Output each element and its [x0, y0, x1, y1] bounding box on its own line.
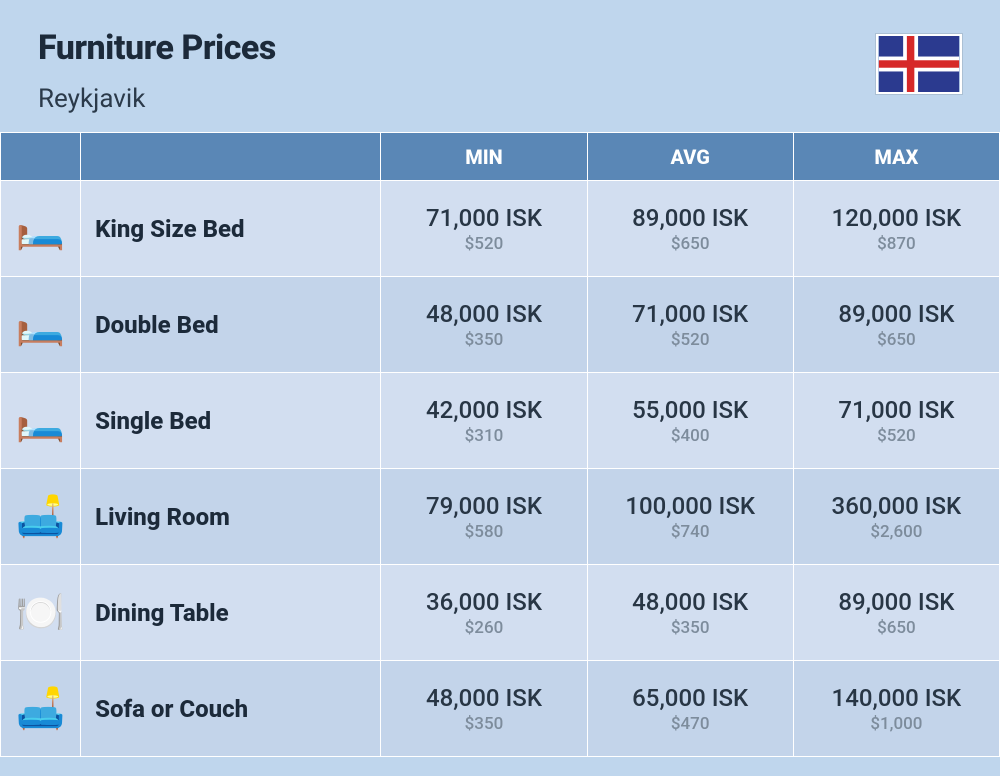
avg-isk: 48,000 ISK: [596, 588, 785, 616]
min-isk: 79,000 ISK: [389, 492, 578, 520]
max-cell: 140,000 ISK $1,000: [793, 661, 999, 757]
avg-usd: $520: [596, 330, 785, 350]
max-usd: $650: [802, 618, 991, 638]
furniture-name: Dining Table: [81, 565, 381, 661]
min-cell: 36,000 ISK $260: [381, 565, 587, 661]
furniture-name: Sofa or Couch: [81, 661, 381, 757]
max-usd: $2,600: [802, 522, 991, 542]
max-cell: 71,000 ISK $520: [793, 373, 999, 469]
page-title: Furniture Prices: [38, 28, 276, 68]
min-isk: 36,000 ISK: [389, 588, 578, 616]
avg-usd: $470: [596, 714, 785, 734]
min-usd: $350: [389, 330, 578, 350]
max-isk: 89,000 ISK: [802, 588, 991, 616]
title-block: Furniture Prices Reykjavik: [38, 28, 276, 114]
iceland-flag-icon: [876, 34, 962, 94]
min-usd: $310: [389, 426, 578, 446]
avg-cell: 71,000 ISK $520: [587, 277, 793, 373]
table-row: 🍽️ Dining Table 36,000 ISK $260 48,000 I…: [1, 565, 1000, 661]
max-usd: $870: [802, 234, 991, 254]
max-cell: 360,000 ISK $2,600: [793, 469, 999, 565]
header-avg: AVG: [587, 133, 793, 181]
furniture-name: King Size Bed: [81, 181, 381, 277]
min-isk: 42,000 ISK: [389, 396, 578, 424]
avg-isk: 65,000 ISK: [596, 684, 785, 712]
furniture-icon: 🛋️: [1, 469, 81, 565]
max-usd: $1,000: [802, 714, 991, 734]
furniture-name: Double Bed: [81, 277, 381, 373]
header: Furniture Prices Reykjavik: [0, 0, 1000, 132]
min-isk: 48,000 ISK: [389, 300, 578, 328]
min-usd: $350: [389, 714, 578, 734]
furniture-icon: 🛏️: [1, 373, 81, 469]
avg-isk: 100,000 ISK: [596, 492, 785, 520]
max-isk: 140,000 ISK: [802, 684, 991, 712]
table-row: 🛏️ King Size Bed 71,000 ISK $520 89,000 …: [1, 181, 1000, 277]
avg-cell: 100,000 ISK $740: [587, 469, 793, 565]
max-isk: 360,000 ISK: [802, 492, 991, 520]
avg-usd: $350: [596, 618, 785, 638]
avg-cell: 89,000 ISK $650: [587, 181, 793, 277]
max-cell: 120,000 ISK $870: [793, 181, 999, 277]
max-cell: 89,000 ISK $650: [793, 565, 999, 661]
furniture-icon: 🛋️: [1, 661, 81, 757]
max-usd: $650: [802, 330, 991, 350]
avg-usd: $400: [596, 426, 785, 446]
table-row: 🛏️ Single Bed 42,000 ISK $310 55,000 ISK…: [1, 373, 1000, 469]
header-max: MAX: [793, 133, 999, 181]
max-cell: 89,000 ISK $650: [793, 277, 999, 373]
min-usd: $580: [389, 522, 578, 542]
header-icon-col: [1, 133, 81, 181]
max-isk: 89,000 ISK: [802, 300, 991, 328]
min-cell: 48,000 ISK $350: [381, 661, 587, 757]
avg-usd: $740: [596, 522, 785, 542]
furniture-name: Single Bed: [81, 373, 381, 469]
max-isk: 71,000 ISK: [802, 396, 991, 424]
max-usd: $520: [802, 426, 991, 446]
furniture-name: Living Room: [81, 469, 381, 565]
min-cell: 48,000 ISK $350: [381, 277, 587, 373]
avg-isk: 71,000 ISK: [596, 300, 785, 328]
table-header-row: MIN AVG MAX: [1, 133, 1000, 181]
avg-usd: $650: [596, 234, 785, 254]
min-cell: 79,000 ISK $580: [381, 469, 587, 565]
min-isk: 48,000 ISK: [389, 684, 578, 712]
min-cell: 42,000 ISK $310: [381, 373, 587, 469]
min-cell: 71,000 ISK $520: [381, 181, 587, 277]
header-min: MIN: [381, 133, 587, 181]
furniture-icon: 🍽️: [1, 565, 81, 661]
furniture-icon: 🛏️: [1, 277, 81, 373]
avg-isk: 55,000 ISK: [596, 396, 785, 424]
avg-cell: 48,000 ISK $350: [587, 565, 793, 661]
avg-isk: 89,000 ISK: [596, 204, 785, 232]
table-row: 🛋️ Living Room 79,000 ISK $580 100,000 I…: [1, 469, 1000, 565]
header-name-col: [81, 133, 381, 181]
avg-cell: 55,000 ISK $400: [587, 373, 793, 469]
page-subtitle: Reykjavik: [38, 84, 276, 114]
avg-cell: 65,000 ISK $470: [587, 661, 793, 757]
furniture-icon: 🛏️: [1, 181, 81, 277]
min-usd: $260: [389, 618, 578, 638]
min-usd: $520: [389, 234, 578, 254]
table-row: 🛋️ Sofa or Couch 48,000 ISK $350 65,000 …: [1, 661, 1000, 757]
max-isk: 120,000 ISK: [802, 204, 991, 232]
table-row: 🛏️ Double Bed 48,000 ISK $350 71,000 ISK…: [1, 277, 1000, 373]
min-isk: 71,000 ISK: [389, 204, 578, 232]
price-table: MIN AVG MAX 🛏️ King Size Bed 71,000 ISK …: [0, 132, 1000, 757]
